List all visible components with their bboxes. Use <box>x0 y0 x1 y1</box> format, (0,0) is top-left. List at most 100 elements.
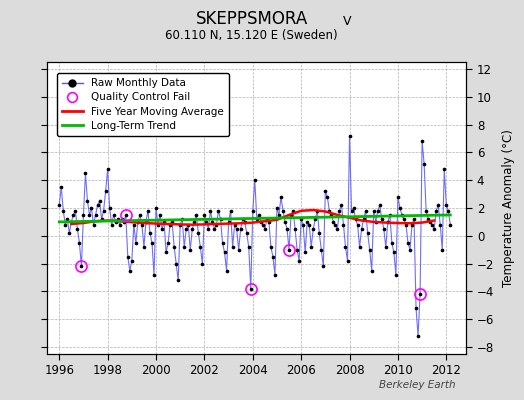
Point <box>277 194 285 200</box>
Text: V: V <box>343 15 352 28</box>
Point <box>331 222 340 228</box>
Point <box>75 240 84 246</box>
Point <box>238 216 247 222</box>
Point <box>221 249 229 256</box>
Point <box>359 216 368 222</box>
Point <box>59 208 68 214</box>
Point <box>158 226 166 232</box>
Point <box>73 226 82 232</box>
Point <box>146 230 154 236</box>
Point <box>152 205 160 211</box>
Point <box>186 246 194 253</box>
Point <box>89 222 97 228</box>
Point <box>376 202 384 208</box>
Point <box>136 212 144 218</box>
Point <box>194 230 203 236</box>
Point <box>259 222 267 228</box>
Point <box>148 240 156 246</box>
Point <box>200 212 209 218</box>
Point <box>265 219 273 225</box>
Point <box>88 205 96 211</box>
Point <box>81 170 90 176</box>
Point <box>404 240 412 246</box>
Point <box>333 226 342 232</box>
Point <box>138 222 146 228</box>
Point <box>378 216 386 222</box>
Point <box>198 260 206 267</box>
Point <box>144 208 152 214</box>
Point <box>426 219 434 225</box>
Point <box>170 244 178 250</box>
Point <box>319 263 328 270</box>
Point <box>102 188 110 194</box>
Legend: Raw Monthly Data, Quality Control Fail, Five Year Moving Average, Long-Term Tren: Raw Monthly Data, Quality Control Fail, … <box>57 73 229 136</box>
Point <box>317 246 325 253</box>
Point <box>398 212 406 218</box>
Point <box>315 230 323 236</box>
Point <box>178 216 187 222</box>
Point <box>293 246 301 253</box>
Point <box>285 246 293 253</box>
Point <box>309 226 318 232</box>
Point <box>323 194 332 200</box>
Point <box>327 212 335 218</box>
Point <box>247 286 255 292</box>
Point <box>241 219 249 225</box>
Point <box>100 208 108 214</box>
Point <box>114 216 122 222</box>
Point <box>353 222 362 228</box>
Point <box>350 205 358 211</box>
Point <box>196 244 204 250</box>
Point <box>122 212 130 218</box>
Point <box>303 219 311 225</box>
Point <box>141 219 150 225</box>
Text: 60.110 N, 15.120 E (Sweden): 60.110 N, 15.120 E (Sweden) <box>165 29 338 42</box>
Point <box>438 246 446 253</box>
Point <box>128 258 136 264</box>
Point <box>313 208 321 214</box>
Point <box>71 208 80 214</box>
Point <box>126 267 134 274</box>
Point <box>236 226 245 232</box>
Point <box>291 226 299 232</box>
Point <box>412 305 420 311</box>
Text: SKEPPSMORA: SKEPPSMORA <box>195 10 308 28</box>
Point <box>428 222 436 228</box>
Point <box>107 222 116 228</box>
Point <box>206 208 215 214</box>
Point <box>424 216 432 222</box>
Point <box>248 208 257 214</box>
Point <box>85 212 94 218</box>
Point <box>154 222 162 228</box>
Point <box>77 263 85 270</box>
Point <box>337 202 346 208</box>
Point <box>343 258 352 264</box>
Point <box>210 226 219 232</box>
Point <box>132 240 140 246</box>
Point <box>269 254 277 260</box>
Point <box>287 212 295 218</box>
Point <box>93 202 102 208</box>
Point <box>442 202 451 208</box>
Point <box>228 244 237 250</box>
Point <box>164 240 172 246</box>
Point <box>430 226 439 232</box>
Point <box>250 177 259 183</box>
Point <box>140 244 148 250</box>
Point <box>329 219 337 225</box>
Point <box>174 277 182 284</box>
Point <box>281 219 289 225</box>
Point <box>243 230 251 236</box>
Point <box>420 160 428 167</box>
Point <box>105 205 114 211</box>
Point <box>115 222 124 228</box>
Point <box>150 272 158 278</box>
Point <box>79 212 88 218</box>
Point <box>184 222 192 228</box>
Point <box>208 219 216 225</box>
Point <box>245 244 253 250</box>
Point <box>168 219 177 225</box>
Point <box>212 222 221 228</box>
Point <box>224 219 233 225</box>
Point <box>416 291 424 298</box>
